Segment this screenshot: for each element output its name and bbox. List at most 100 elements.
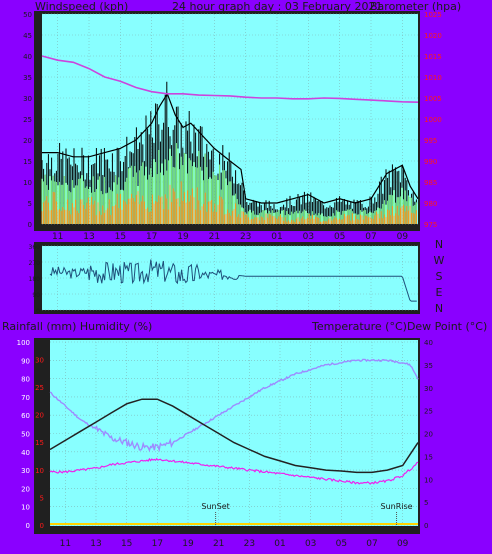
rainfall-y-tick: 10 [35,467,44,475]
temperature-y-tick: 15 [424,453,433,461]
direction-y-axis: 0 90 180 270 360 [29,244,41,315]
rainfall-y-tick: 20 [35,412,44,420]
temp-x-tick: 15 [121,539,132,549]
rain-humidity-axis-title: Rainfall (mm) Humidity (%) [2,320,152,333]
wind-y-tick: 15 [23,158,32,166]
rainfall-y-tick: 15 [35,439,44,447]
temp-x-tick: 09 [397,539,409,549]
humidity-y-tick: 70 [21,394,30,402]
wind-x-tick: 23 [240,232,251,242]
wind-x-tick: 07 [365,232,376,242]
wind-x-tick: 09 [397,232,409,242]
wind-y-tick: 40 [23,53,32,61]
rainfall-y-tick: 5 [40,494,44,502]
wind-y-axis: 0 5 10 15 20 25 30 35 40 45 50 [23,11,32,229]
barometer-y-tick: 1010 [424,74,442,82]
rainfall-y-tick: 25 [35,384,44,392]
direction-y-tick: 270 [29,260,41,267]
wind-y-tick: 35 [23,74,32,82]
barometer-y-tick: 995 [424,137,437,145]
barometer-axis-title: Barometer (hpa) [370,0,461,13]
wind-y-tick: 30 [23,95,32,103]
temperature-y-tick: 5 [424,499,428,507]
barometer-y-tick: 975 [424,221,437,229]
barometer-y-tick: 980 [424,200,437,208]
compass-label: N [435,238,443,251]
compass-label: E [436,286,443,299]
barometer-y-axis: 975 980 985 990 995 1000 1005 1010 1015 1020 1025 [424,11,442,229]
humidity-y-axis: 0 10 20 30 40 50 60 70 80 90 100 [17,339,30,530]
wind-x-tick: 21 [209,232,220,242]
temp-x-tick: 23 [244,539,255,549]
wind-x-axis: 11 13 15 17 19 21 23 01 03 05 07 09 [52,232,408,242]
wind-series [41,55,419,224]
wind-x-tick: 17 [146,232,157,242]
wind-x-tick: 19 [177,232,189,242]
temperature-y-tick: 40 [424,339,433,347]
humidity-y-tick: 50 [21,431,30,439]
barometer-y-tick: 1020 [424,32,442,40]
humidity-y-tick: 80 [21,376,30,384]
direction-y-tick: 180 [29,276,41,283]
temp-x-tick: 11 [60,539,71,549]
barometer-line [41,55,419,103]
wind-y-tick: 20 [23,137,32,145]
temp-x-tick: 01 [274,539,285,549]
direction-line [49,259,417,302]
wind-y-tick: 25 [23,116,32,124]
compass-label: S [436,270,443,283]
rainfall-y-tick: 0 [40,522,44,530]
temp-x-tick: 21 [213,539,224,549]
direction-y-tick: 90 [32,292,40,299]
wind-x-tick: 01 [271,232,282,242]
temperature-y-tick: 20 [424,431,433,439]
temperature-y-tick: 0 [424,522,428,530]
direction-y-tick: 360 [29,244,41,251]
humidity-y-tick: 0 [26,522,30,530]
humidity-y-tick: 20 [21,485,30,493]
temp-x-tick: 17 [152,539,163,549]
temperature-axis-title: Temperature (°C)Dew Point (°C) [311,320,487,333]
humidity-y-tick: 40 [21,449,30,457]
temperature-y-axis: 0 5 10 15 20 25 30 35 40 [424,339,433,530]
temperature-y-tick: 10 [424,476,433,484]
wind-x-tick: 03 [303,232,314,242]
temperature-y-tick: 25 [424,408,433,416]
compass-label: W [434,254,445,267]
wind-y-tick: 5 [28,200,32,208]
wind-x-tick: 15 [115,232,126,242]
wind-y-tick: 50 [23,11,32,19]
sun-annotations: SunSet SunRise [201,502,413,525]
barometer-y-tick: 1015 [424,53,442,61]
temp-x-tick: 05 [336,539,347,549]
humidity-line [49,457,419,485]
humidity-y-tick: 30 [21,467,30,475]
barometer-y-tick: 1005 [424,95,442,103]
sunset-label: SunSet [201,502,229,511]
temp-x-tick: 19 [182,539,194,549]
barometer-y-tick: 990 [424,158,437,166]
direction-y-tick: 0 [36,308,40,315]
barometer-y-tick: 1025 [424,11,442,19]
dewpoint-line [49,398,419,474]
temp-x-tick: 03 [305,539,316,549]
temp-series [49,358,419,525]
wind-y-tick: 0 [28,221,32,229]
gust-line [42,92,419,204]
humidity-y-tick: 100 [17,339,30,347]
humidity-y-tick: 60 [21,412,30,420]
humidity-y-tick: 90 [21,357,30,365]
sunrise-label: SunRise [380,502,412,511]
temperature-line [49,358,419,453]
rainfall-y-axis: 0 5 10 15 20 25 30 [35,356,44,530]
chart-title: 24 hour graph day : 03 February 2021 [172,0,383,13]
wind-x-tick: 11 [52,232,63,242]
wind-x-tick: 05 [334,232,345,242]
windspeed-axis-title: Windspeed (kph) [35,0,128,13]
temp-x-tick: 07 [366,539,377,549]
temp-plot-area [50,340,418,526]
barometer-y-tick: 985 [424,179,437,187]
temp-x-axis: 11 13 15 17 19 21 23 01 03 05 07 09 [60,539,409,549]
